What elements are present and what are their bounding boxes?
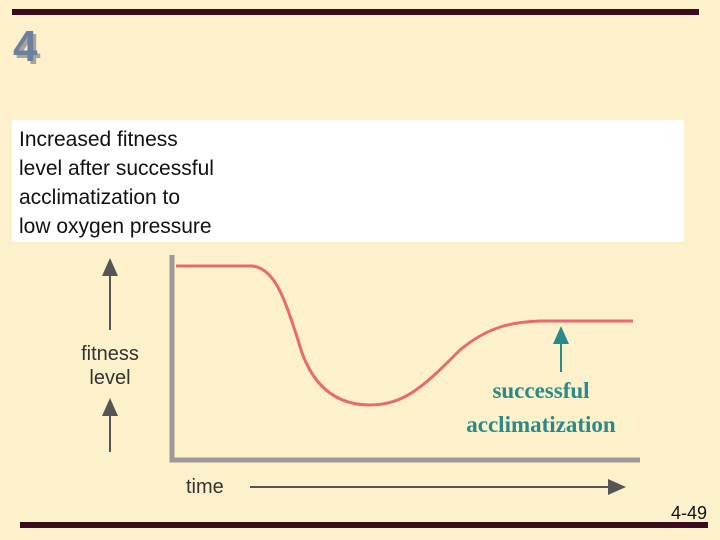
- y-axis-label: fitness level: [81, 343, 139, 389]
- y-axis-label-line: fitness: [81, 343, 139, 365]
- y-axis-label-line: level: [89, 367, 130, 389]
- caption: Increased fitness level after successful…: [19, 128, 214, 238]
- slide-number-shadow: 4: [16, 25, 41, 74]
- bottom-bar: [20, 522, 708, 528]
- slide-number: 4: [13, 22, 38, 71]
- top-bar: [12, 9, 699, 15]
- page-number: 4-49: [671, 503, 707, 523]
- fitness-curve: [176, 264, 633, 407]
- caption-box: [12, 120, 684, 242]
- caption-line: acclimatization to: [19, 186, 180, 209]
- caption-line: level after successful: [19, 157, 214, 180]
- annotation: successful acclimatization: [466, 378, 616, 437]
- annotation-line: successful: [492, 378, 589, 403]
- caption-line: Increased fitness: [19, 128, 178, 151]
- caption-line: low oxygen pressure: [19, 215, 212, 238]
- annotation-line: acclimatization: [466, 412, 616, 437]
- x-axis-label: time: [186, 476, 224, 498]
- axes: [169, 255, 640, 463]
